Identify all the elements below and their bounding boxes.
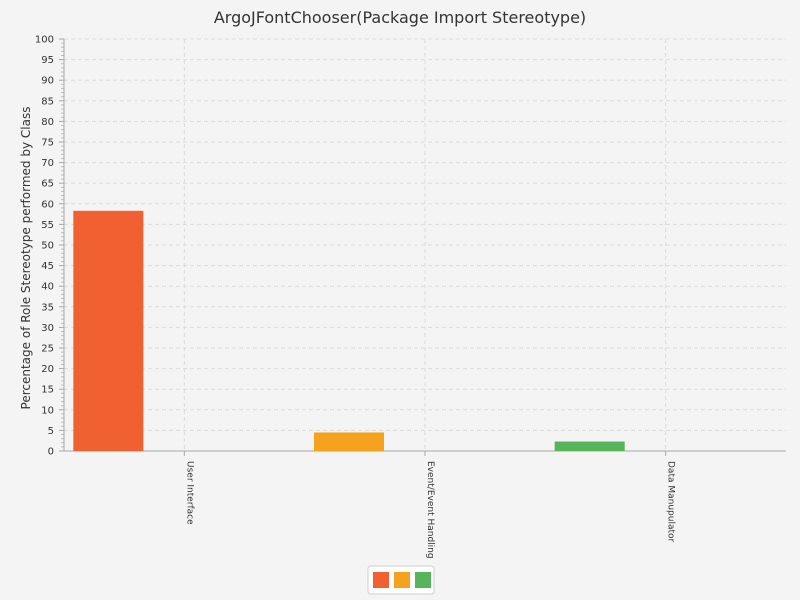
x-category-label: Event/Event Handling (425, 461, 435, 559)
y-tick-label: 35 (41, 302, 54, 313)
y-tick-label: 15 (41, 385, 54, 396)
legend-swatch (415, 572, 431, 588)
y-tick-label: 65 (41, 179, 54, 190)
y-tick-label: 0 (48, 447, 54, 458)
chart-title: ArgoJFontChooser(Package Import Stereoty… (214, 8, 586, 27)
y-tick-label: 10 (41, 405, 54, 416)
grid (64, 38, 786, 451)
axes: 0 5 10 15 20 25 30 35 40 45 50 55 60 65 70 75 80 85 90 95 10… (35, 35, 786, 458)
x-category-label: User Interface (184, 461, 194, 525)
bars (73, 210, 625, 451)
y-tick-label: 85 (41, 96, 54, 107)
bar (73, 210, 144, 451)
legend-swatch (394, 572, 410, 588)
y-tick-label: 50 (41, 241, 54, 252)
y-axis-label: Percentage of Role Stereotype performed … (19, 107, 33, 410)
legend-swatch (373, 572, 389, 588)
bar (314, 432, 384, 451)
y-tick-label: 20 (41, 364, 54, 375)
y-tick-label: 80 (41, 117, 54, 128)
bar (554, 441, 625, 451)
y-tick-label: 75 (41, 138, 54, 149)
y-tick-label: 55 (41, 220, 54, 231)
legend (367, 565, 435, 595)
y-tick-label: 95 (41, 55, 54, 66)
y-tick-label: 45 (41, 261, 54, 272)
y-tick-label: 40 (41, 282, 54, 293)
y-tick-label: 25 (41, 344, 54, 355)
y-tick-label: 60 (41, 199, 54, 210)
y-tick-label: 90 (41, 76, 54, 87)
y-tick-label: 70 (41, 158, 54, 169)
y-tick-label: 100 (35, 35, 54, 46)
y-tick-label: 30 (41, 323, 54, 334)
y-tick-label: 5 (48, 426, 54, 437)
x-category-label: Data Manupulator (666, 461, 676, 543)
category-labels: User Interface Event/Event Handling Data M… (184, 461, 675, 559)
